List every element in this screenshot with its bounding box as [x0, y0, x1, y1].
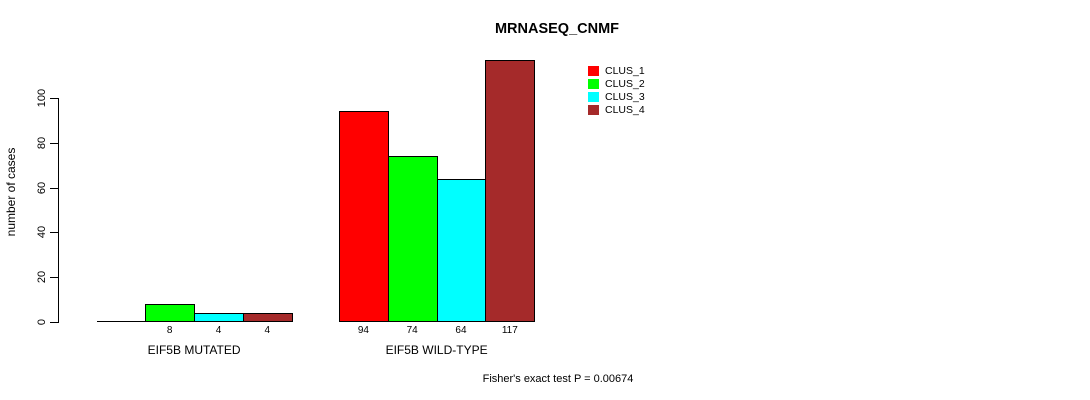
- y-axis-tick: [50, 322, 58, 323]
- y-axis-tick: [50, 98, 58, 99]
- x-axis-group-label: EIF5B MUTATED: [147, 343, 241, 357]
- bar-clus_2: [145, 304, 196, 322]
- legend-swatch-clus_4: [588, 104, 599, 115]
- x-axis-group-label: EIF5B WILD-TYPE: [385, 343, 488, 357]
- bar-value-label: 4: [215, 324, 222, 336]
- legend: CLUS_1 CLUS_2 CLUS_3 CLUS_4: [588, 65, 645, 116]
- bar-value-label: 64: [455, 324, 467, 336]
- y-axis-tick-label: 40: [36, 226, 48, 239]
- bar-clus_2: [387, 156, 438, 322]
- legend-label: CLUS_4: [605, 103, 645, 116]
- bar-clus_4: [485, 59, 536, 322]
- y-axis-tick: [50, 277, 58, 279]
- chart-title: MRNASEQ_CNMF: [494, 21, 620, 37]
- bar-value-label: 8: [166, 324, 173, 336]
- y-axis-tick: [50, 187, 58, 189]
- y-axis-tick-label: 20: [36, 271, 48, 284]
- y-axis-tick: [50, 142, 58, 144]
- legend-label: CLUS_3: [605, 90, 645, 103]
- legend-label: CLUS_1: [605, 65, 645, 78]
- y-axis-tick-label: 100: [36, 88, 48, 108]
- y-axis-line: [58, 98, 59, 323]
- legend-row-clus_2: CLUS_2: [588, 78, 645, 91]
- y-axis-tick-label: 0: [36, 318, 48, 326]
- legend-row-clus_3: CLUS_3: [588, 91, 645, 104]
- legend-row-clus_4: CLUS_4: [588, 103, 645, 116]
- bar-clus_3: [436, 178, 487, 322]
- bar-value-label: 74: [406, 324, 418, 336]
- bar-clus_1-zero: [96, 321, 147, 322]
- footnote-fisher-test: Fisher's exact test P = 0.00674: [482, 373, 634, 385]
- bar-clus_3: [194, 313, 244, 322]
- legend-label: CLUS_2: [605, 78, 645, 91]
- bar-value-label: 94: [357, 324, 369, 336]
- bar-value-label: 117: [501, 324, 518, 336]
- y-axis-tick-label: 60: [36, 181, 48, 194]
- legend-swatch-clus_2: [588, 79, 599, 90]
- bar-clus_4: [242, 313, 293, 322]
- bar-value-label: 4: [264, 324, 271, 336]
- bar-clus_1: [339, 111, 389, 322]
- legend-swatch-clus_3: [588, 91, 599, 102]
- legend-swatch-clus_1: [588, 66, 599, 77]
- y-axis-tick-label: 80: [36, 136, 48, 149]
- legend-row-clus_1: CLUS_1: [588, 65, 645, 78]
- y-axis-tick: [50, 232, 58, 234]
